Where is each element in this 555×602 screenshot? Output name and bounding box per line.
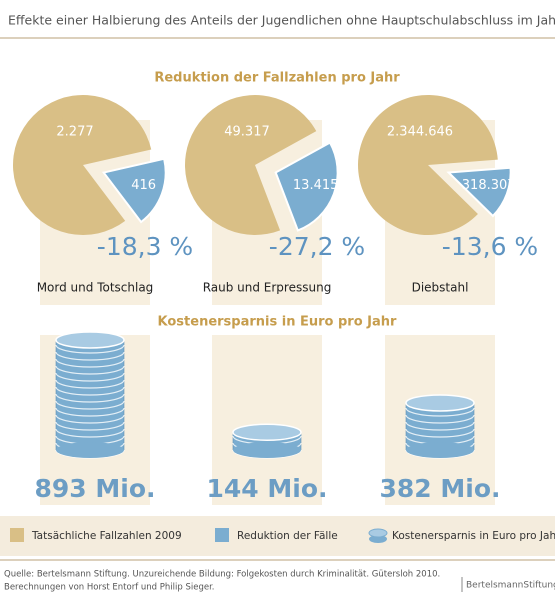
coin-edge: [55, 400, 125, 410]
coin-edge: [405, 414, 475, 424]
coin-edge: [55, 407, 125, 417]
coin-bottom: [56, 442, 124, 458]
coin-top: [55, 331, 125, 349]
legend-band: [0, 516, 555, 556]
category-label: Mord und Totschlag: [37, 281, 154, 295]
pie-slice: [358, 94, 498, 235]
coin-bottom: [233, 442, 301, 458]
section-heading: Kostenersparnis in Euro pro Jahr: [158, 315, 398, 330]
coin-edge: [55, 421, 125, 431]
value-label: 13.415: [293, 178, 339, 193]
coin-edge: [405, 407, 475, 417]
coin-stack: [232, 423, 302, 459]
legend-label: Kostenersparnis in Euro pro Jahr: [392, 530, 555, 542]
pie-slice: [12, 95, 152, 236]
pie-slice: [446, 166, 512, 218]
value-label: 2.277: [56, 125, 93, 140]
legend-swatch: [10, 528, 24, 542]
value-label: 893 Mio.: [34, 474, 155, 503]
coin-top: [405, 394, 475, 412]
value-label: 382 Mio.: [379, 474, 500, 503]
legend-swatch: [215, 528, 229, 542]
coin-edge: [55, 344, 125, 354]
title: Effekte einer Halbierung des Anteils der…: [8, 13, 555, 28]
source: Quelle: Bertelsmann Stiftung. Unzureiche…: [4, 570, 440, 580]
change-label: -18,3 %: [97, 232, 193, 261]
legend-label: Tatsächliche Fallzahlen 2009: [31, 530, 182, 542]
section-heading: Reduktion der Fallzahlen pro Jahr: [154, 71, 400, 86]
legend-label: Reduktion der Fälle: [237, 530, 338, 542]
coin-edge: [55, 414, 125, 424]
category-label: Diebstahl: [412, 281, 469, 295]
value-label: 416: [131, 178, 156, 193]
coin-edge: [405, 428, 475, 438]
coin-edge: [55, 358, 125, 368]
value-label: 144 Mio.: [206, 474, 327, 503]
coin-bottom: [406, 442, 474, 458]
coin-edge: [55, 428, 125, 438]
change-label: -13,6 %: [442, 232, 538, 261]
category-label: Raub und Erpressung: [203, 281, 332, 295]
coin-edge: [55, 393, 125, 403]
coin-edge: [55, 365, 125, 375]
pie-slice: [274, 141, 339, 232]
source: Berechnungen von Horst Entorf und Philip…: [4, 583, 214, 593]
coin-stack: [405, 394, 475, 459]
legend-coin: [368, 528, 388, 538]
value-label: 49.317: [224, 125, 270, 140]
pie-slice: [184, 95, 317, 236]
brand: BertelsmannStiftung: [466, 581, 555, 591]
value-label: 2.344.646: [387, 125, 453, 140]
value-label: 318.307: [462, 178, 516, 193]
change-label: -27,2 %: [269, 232, 365, 261]
coin-edge: [55, 386, 125, 396]
coin-stack: [55, 331, 125, 459]
coin-edge: [405, 421, 475, 431]
pie-slice: [101, 157, 167, 224]
legend-coin: [369, 535, 387, 543]
panel: [212, 335, 322, 505]
coin-edge: [55, 379, 125, 389]
coin-edge: [55, 351, 125, 361]
coin-top: [232, 423, 302, 442]
coin-edge: [55, 372, 125, 382]
